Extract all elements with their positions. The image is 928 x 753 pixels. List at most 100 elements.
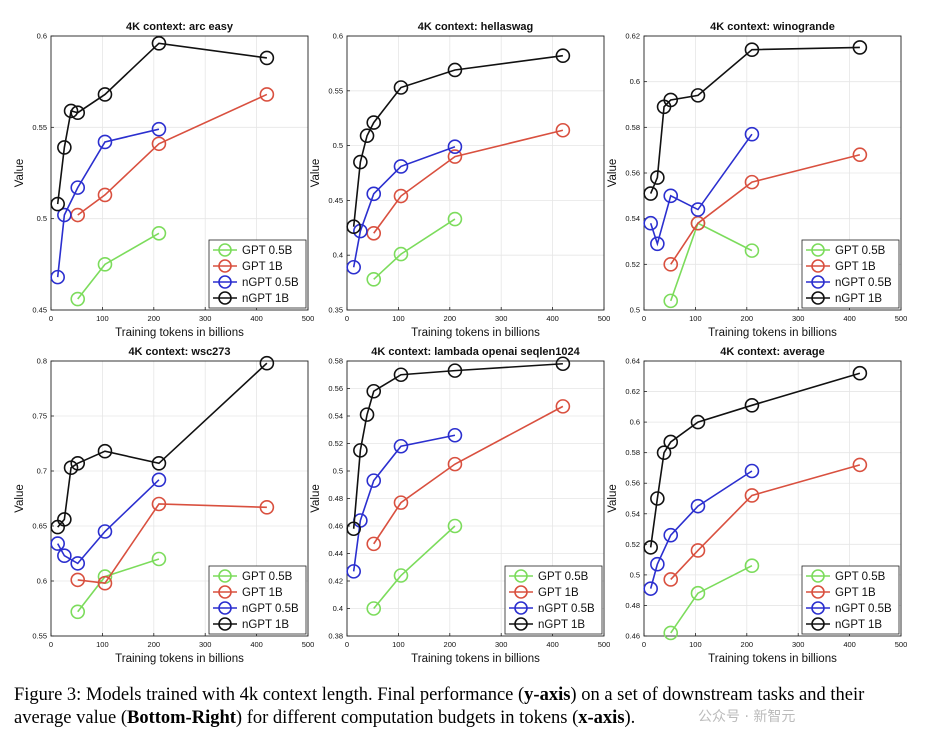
- legend-marker: [218, 585, 232, 599]
- data-point: [353, 443, 368, 458]
- legend-label: nGPT 1B: [242, 619, 289, 631]
- data-point: [690, 585, 706, 601]
- series-line: [669, 222, 753, 302]
- data-point: [393, 568, 409, 583]
- y-tick-label: 0.75: [32, 412, 47, 421]
- data-point: [744, 398, 760, 413]
- x-tick-label: 400: [546, 314, 559, 323]
- series-ngpt-1b: [346, 356, 571, 537]
- caption-end: ).: [624, 708, 636, 728]
- legend-marker: [218, 569, 232, 583]
- chart-panel-2: 0 100 200 300 400 500 0.35 0.4 0.45 0.5 0.55 0.6 4K …: [310, 21, 610, 339]
- data-point: [50, 536, 65, 551]
- legend-label: GPT 0.5B: [242, 245, 293, 257]
- series-line: [373, 218, 456, 280]
- y-tick-label: 0.48: [328, 494, 343, 503]
- series-line: [352, 362, 563, 529]
- caption-mid-2: ) for different computation budgets in t…: [235, 708, 579, 728]
- plot-frame: [643, 360, 902, 637]
- legend-label: GPT 1B: [538, 587, 579, 599]
- series-ngpt-1b: [346, 48, 571, 235]
- x-axis-label: Training tokens in billions: [115, 653, 244, 665]
- chart-title: 4K context: winogrande: [710, 21, 835, 33]
- x-tick-label: 200: [148, 314, 161, 323]
- x-tick-label: 300: [792, 640, 805, 649]
- legend-marker: [514, 601, 528, 615]
- x-tick-label: 100: [689, 640, 702, 649]
- x-tick-label: 200: [148, 640, 161, 649]
- data-point: [359, 128, 375, 144]
- data-point: [366, 383, 382, 399]
- data-point: [690, 202, 706, 217]
- legend-marker: [811, 617, 825, 631]
- y-tick-label: 0.54: [328, 412, 343, 421]
- data-point: [151, 455, 167, 471]
- data-point: [447, 427, 463, 443]
- data-point: [97, 87, 113, 102]
- x-axis-label: Training tokens in billions: [708, 327, 837, 339]
- x-tick-label: 100: [392, 640, 405, 649]
- data-point: [70, 105, 86, 121]
- series-gpt-0-5b: [366, 211, 463, 287]
- series-gpt-1b: [663, 457, 868, 587]
- data-point: [555, 399, 571, 414]
- series-line: [77, 93, 268, 216]
- legend: GPT 0.5B GPT 1B nGPT 0.5B nGPT 1B: [208, 239, 307, 309]
- x-tick-label: 200: [741, 314, 754, 323]
- x-tick-label: 300: [495, 314, 508, 323]
- data-point: [151, 36, 167, 51]
- data-point: [359, 407, 375, 422]
- y-tick-label: 0.56: [625, 479, 640, 488]
- y-tick-label: 0.6: [630, 418, 640, 427]
- legend-marker: [218, 617, 232, 631]
- legend-label: GPT 1B: [242, 587, 283, 599]
- y-tick-label: 0.56: [625, 169, 640, 178]
- series-line: [373, 129, 564, 234]
- legend-marker: [811, 569, 825, 583]
- data-point: [690, 498, 706, 514]
- series-line: [373, 525, 456, 610]
- series-gpt-0-5b: [663, 215, 760, 309]
- chart-panel-3: 0 100 200 300 400 500 0.5 0.52 0.54 0.56 0.58 0.6 0.…: [607, 21, 907, 339]
- data-point: [663, 572, 679, 587]
- data-point: [97, 134, 113, 150]
- data-point: [690, 88, 706, 103]
- data-point: [259, 87, 275, 102]
- data-point: [555, 48, 571, 64]
- y-tick-label: 0.35: [328, 306, 343, 315]
- legend-label: nGPT 1B: [835, 293, 882, 305]
- data-point: [663, 92, 679, 108]
- x-tick-label: 400: [546, 640, 559, 649]
- y-tick-label: 0.46: [625, 632, 640, 641]
- legend-label: GPT 1B: [835, 587, 876, 599]
- data-point: [447, 518, 463, 534]
- legend-box: [801, 239, 900, 309]
- data-point: [663, 625, 679, 641]
- data-point: [393, 367, 409, 383]
- y-tick-label: 0.4: [333, 604, 343, 613]
- series-line: [649, 372, 861, 548]
- y-tick-label: 0.62: [625, 32, 640, 41]
- figure-charts: 0 100 200 300 400 500 0.45 0.5 0.55 0.6 4K context…: [14, 21, 907, 665]
- y-tick-label: 0.65: [32, 522, 47, 531]
- y-tick-label: 0.8: [37, 357, 47, 366]
- x-axis-label: Training tokens in billions: [708, 653, 837, 665]
- data-point: [50, 269, 65, 285]
- legend-marker: [218, 601, 232, 615]
- data-point: [366, 186, 382, 202]
- series-ngpt-1b: [643, 365, 868, 555]
- chart-title: 4K context: hellaswag: [418, 21, 534, 33]
- data-point: [259, 355, 275, 371]
- x-tick-label: 200: [444, 314, 457, 323]
- legend-marker: [218, 243, 232, 257]
- data-point: [259, 50, 275, 66]
- y-tick-label: 0.7: [37, 467, 47, 476]
- data-point: [852, 457, 868, 473]
- x-tick-label: 0: [345, 314, 349, 323]
- x-tick-label: 500: [302, 314, 315, 323]
- chart-title: 4K context: lambada openai seqlen1024: [371, 346, 580, 358]
- series-ngpt-0-5b: [50, 472, 167, 571]
- x-tick-label: 100: [96, 640, 109, 649]
- data-point: [650, 170, 665, 185]
- data-point: [447, 139, 463, 154]
